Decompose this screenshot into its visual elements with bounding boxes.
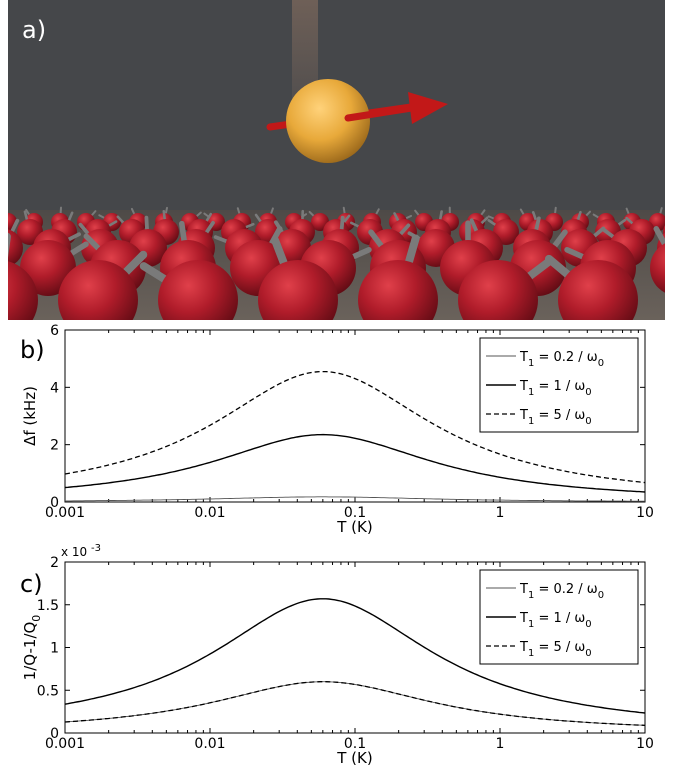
x-tick-label: 10 (636, 736, 654, 752)
lattice-spin-sphere (358, 260, 438, 320)
lattice-spin-sphere (158, 260, 238, 320)
x-tick-label: 0.001 (45, 505, 85, 521)
y-tick-label: 1.5 (37, 598, 59, 614)
y-tick-label: 2 (50, 438, 59, 454)
legend-entry: T1 = 0.2 / ω0 (519, 350, 604, 369)
x-tick-label: 0.1 (344, 505, 366, 521)
y-tick-label: 2 (50, 555, 59, 571)
series-line-2 (64, 598, 646, 714)
x-axis-label: T (K) (336, 749, 372, 767)
panel-label-c: c) (20, 570, 43, 598)
series-line-1 (65, 496, 645, 502)
y-tick-label: 0.5 (37, 683, 59, 699)
y-tick-label: 0 (50, 726, 59, 742)
y-tick-label: 0 (50, 495, 59, 511)
spin-lattice (8, 206, 665, 320)
y-multiplier: x 10 -3 (61, 543, 101, 559)
x-tick-label: 10 (636, 505, 654, 521)
legend-entry: T1 = 1 / ω0 (519, 611, 592, 630)
lattice-spin-sphere (458, 260, 538, 320)
x-tick-label: 0.1 (344, 736, 366, 752)
x-tick-label: 0.01 (194, 505, 225, 521)
y-axis-label: 1/Q-1/Q0 (21, 615, 43, 681)
probe-sphere (286, 79, 370, 163)
lattice-spin-sphere (8, 261, 38, 320)
chart-dissipation: 0.001 0.01 0.1 1 10 0 0.5 1 1.5 2 T (K) 1/Q-1/Q0 x 1… (21, 543, 654, 767)
series-line-3 (64, 681, 646, 727)
legend-entry: T1 = 1 / ω0 (519, 379, 592, 398)
y-axis-label: Δf (kHz) (21, 386, 39, 446)
panel-label-b: b) (20, 336, 45, 364)
series-line-2 (64, 433, 646, 493)
y-tick-label: 6 (50, 323, 59, 339)
legend-entry: T1 = 5 / ω0 (519, 640, 592, 659)
panel-label-a: a) (22, 16, 46, 44)
x-tick-label: 0.001 (45, 736, 85, 752)
lattice-spin-stick (653, 226, 665, 251)
lattice-spin-sphere (20, 240, 76, 296)
series-line-3 (64, 370, 646, 484)
y-tick-label: 1 (50, 641, 59, 657)
spin-lattice-illustration: a) (8, 0, 665, 320)
y-tick-label: 4 (50, 380, 59, 396)
lattice-spin-sphere (8, 229, 23, 267)
probe-spin (266, 79, 448, 163)
legend-entry: T1 = 5 / ω0 (519, 408, 592, 427)
x-tick-label: 1 (496, 736, 505, 752)
x-tick-label: 0.01 (194, 736, 225, 752)
lattice-spin-sphere (650, 243, 665, 293)
chart-delta-f: 0.001 0.01 0.1 1 10 0 2 4 6 T (K) Δf (kHz) T1 = 0.2… (21, 323, 654, 536)
legend-entry: T1 = 0.2 / ω0 (519, 582, 604, 601)
lattice-spin-sphere (58, 260, 138, 320)
lattice-spin-sphere (258, 260, 338, 320)
probe-arrow-head (408, 92, 448, 124)
lattice-spin-sphere (558, 260, 638, 320)
x-axis-label: T (K) (336, 518, 372, 536)
x-tick-label: 1 (496, 505, 505, 521)
